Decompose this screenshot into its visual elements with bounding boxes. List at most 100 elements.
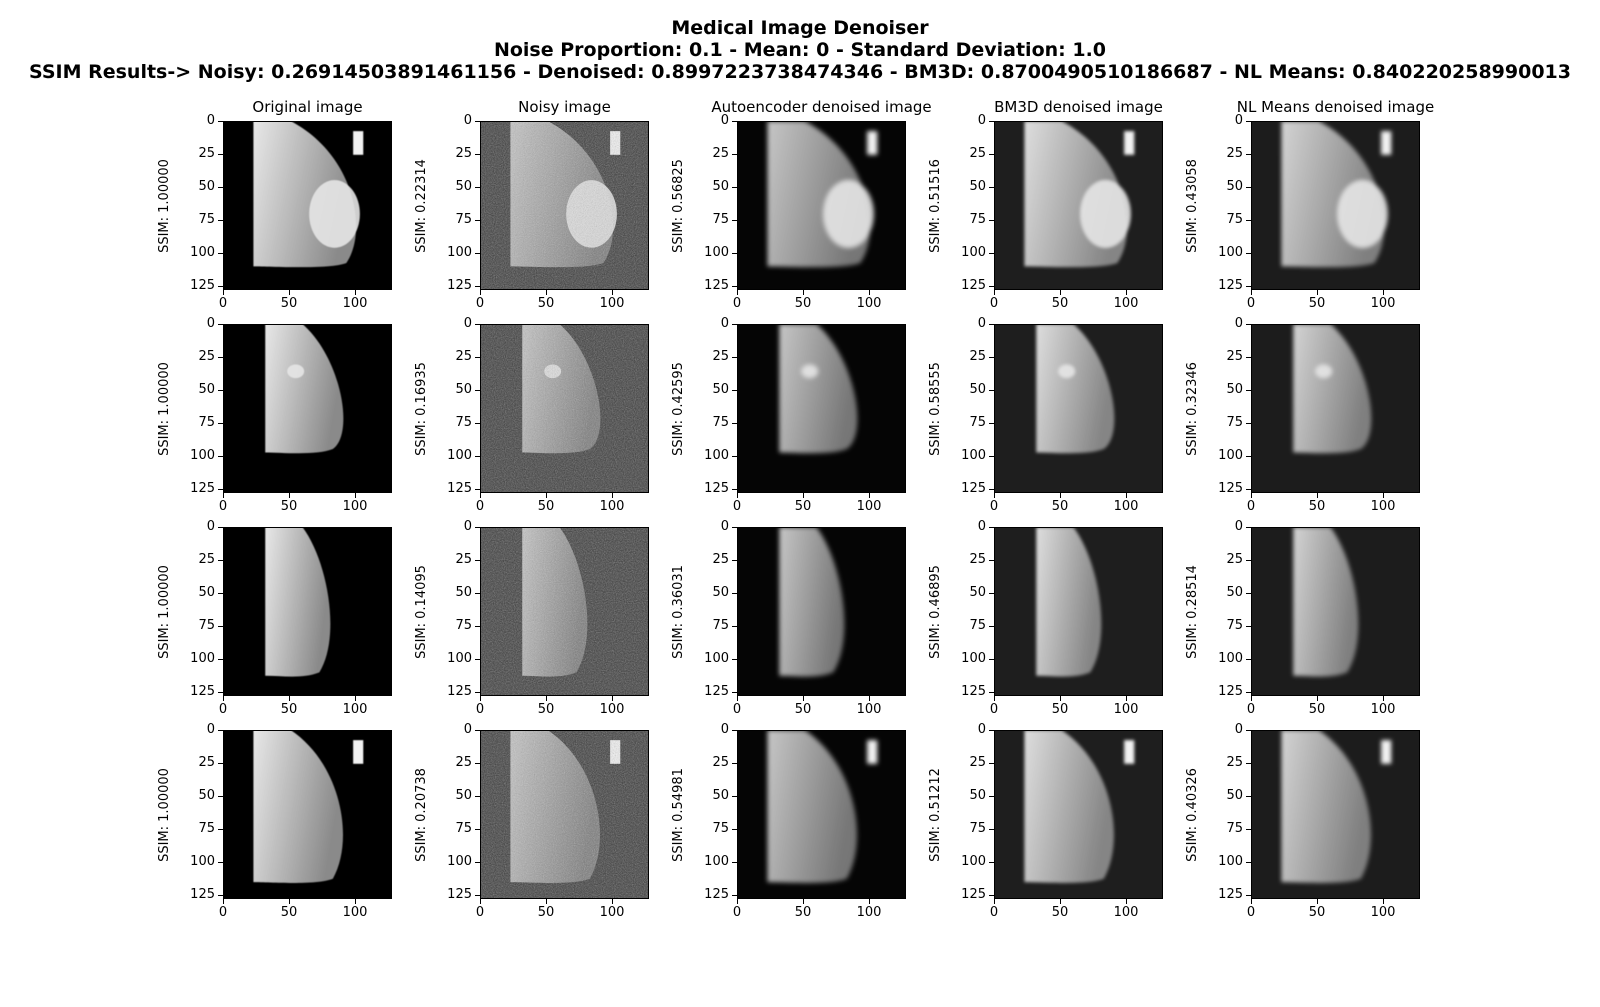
y-tick-mark [1246, 489, 1251, 491]
x-tick-label: 50 [1051, 702, 1069, 717]
y-tick-mark [475, 456, 480, 458]
x-tick-mark [480, 290, 481, 295]
x-tick-label: 100 [856, 499, 882, 514]
y-tick-label: 100 [1218, 854, 1243, 870]
x-tick-label: 50 [1308, 499, 1326, 514]
x-tick-mark [223, 290, 224, 295]
y-tick-mark [1246, 423, 1251, 425]
x-tick-mark [1317, 493, 1319, 498]
panel-nl-means-row-1: 0 25 50 75 100 125 0 50 100 SSIM: 0.43058 [1185, 114, 1420, 311]
y-tick-mark [475, 763, 480, 764]
y-tick-mark [218, 659, 223, 661]
ssim-label: SSIM: 1.00000 [157, 564, 172, 659]
mammogram-image [1251, 121, 1420, 290]
y-tick-label: 125 [447, 684, 472, 700]
y-tick-label: 125 [447, 887, 472, 903]
x-tick-mark [1251, 696, 1252, 701]
y-tick-label: 25 [969, 755, 986, 770]
y-tick-mark [732, 560, 737, 561]
y-tick-mark [989, 456, 994, 458]
y-tick-mark [475, 253, 480, 255]
x-tick-label: 0 [732, 702, 742, 717]
y-tick-label: 50 [455, 788, 472, 804]
y-tick-label: 0 [206, 722, 215, 737]
y-tick-label: 125 [447, 481, 472, 497]
y-tick-mark [732, 324, 737, 325]
x-tick-label: 50 [280, 702, 298, 717]
ssim-label: SSIM: 0.20738 [414, 767, 429, 862]
y-tick-mark [1246, 390, 1251, 392]
y-tick-label: 75 [198, 821, 215, 837]
x-tick-mark [223, 493, 224, 498]
x-tick-label: 100 [856, 296, 882, 311]
x-tick-mark [355, 493, 357, 498]
x-tick-mark [1126, 899, 1128, 904]
mammogram-image [1251, 324, 1420, 493]
y-tick-mark [732, 692, 737, 694]
y-tick-label: 25 [1226, 146, 1243, 161]
x-tick-mark [1317, 899, 1319, 904]
x-tick-label: 50 [280, 905, 298, 920]
y-tick-label: 50 [969, 788, 986, 804]
y-tick-label: 100 [961, 854, 986, 870]
panel-autoencoder-row-4: 0 25 50 75 100 125 0 50 100 SSIM: 0.54981 [671, 723, 906, 920]
column-title-bm3d: BM3D denoised image [994, 98, 1163, 116]
y-tick-label: 50 [969, 585, 986, 601]
y-tick-label: 75 [712, 415, 729, 431]
x-tick-label: 0 [475, 905, 485, 920]
panel-noisy-row-1: 0 25 50 75 100 125 0 50 100 SSIM: 0.22314 [414, 114, 649, 311]
y-tick-mark [732, 423, 737, 425]
mammogram-image [994, 121, 1163, 290]
y-tick-mark [989, 692, 994, 694]
x-tick-label: 0 [1246, 905, 1256, 920]
panel-autoencoder-row-1: 0 25 50 75 100 125 0 50 100 SSIM: 0.56825 [671, 114, 906, 311]
y-tick-label: 75 [969, 618, 986, 634]
y-tick-mark [732, 829, 737, 831]
y-tick-label: 100 [704, 245, 729, 261]
y-tick-label: 25 [969, 349, 986, 364]
y-tick-label: 50 [1226, 585, 1243, 601]
x-tick-mark [480, 899, 481, 904]
y-tick-mark [1246, 560, 1251, 561]
y-tick-label: 50 [712, 382, 729, 398]
y-tick-label: 100 [447, 448, 472, 464]
x-tick-label: 100 [1113, 499, 1139, 514]
x-tick-label: 50 [794, 296, 812, 311]
y-tick-mark [1246, 456, 1251, 458]
panel-bm3d-row-3: 0 25 50 75 100 125 0 50 100 SSIM: 0.46895 [928, 520, 1163, 717]
y-tick-mark [475, 692, 480, 694]
x-tick-mark [223, 696, 224, 701]
y-tick-mark [475, 357, 480, 358]
y-tick-mark [989, 829, 994, 831]
x-tick-label: 100 [1370, 702, 1396, 717]
y-tick-mark [475, 187, 480, 189]
x-tick-label: 0 [218, 296, 228, 311]
y-tick-mark [475, 659, 480, 661]
ssim-label: SSIM: 1.00000 [157, 361, 172, 456]
x-tick-mark [1383, 899, 1385, 904]
mammogram-image [994, 730, 1163, 899]
y-tick-mark [218, 829, 223, 831]
x-tick-label: 100 [599, 905, 625, 920]
x-tick-label: 50 [794, 702, 812, 717]
mammogram-image [994, 324, 1163, 493]
mammogram-image [223, 527, 392, 696]
x-tick-mark [546, 696, 548, 701]
y-tick-mark [732, 220, 737, 222]
x-tick-label: 50 [794, 905, 812, 920]
x-tick-mark [803, 493, 805, 498]
x-tick-label: 50 [537, 499, 555, 514]
x-tick-label: 0 [732, 296, 742, 311]
y-tick-mark [475, 489, 480, 491]
y-tick-label: 50 [455, 179, 472, 195]
x-tick-label: 50 [1051, 499, 1069, 514]
y-tick-label: 75 [455, 415, 472, 431]
y-tick-label: 125 [704, 278, 729, 294]
y-tick-mark [989, 560, 994, 561]
x-tick-label: 50 [794, 499, 812, 514]
y-tick-mark [218, 862, 223, 864]
x-tick-mark [803, 290, 805, 295]
y-tick-label: 25 [1226, 552, 1243, 567]
ssim-label: SSIM: 0.40326 [1185, 767, 1200, 862]
y-tick-mark [218, 187, 223, 189]
